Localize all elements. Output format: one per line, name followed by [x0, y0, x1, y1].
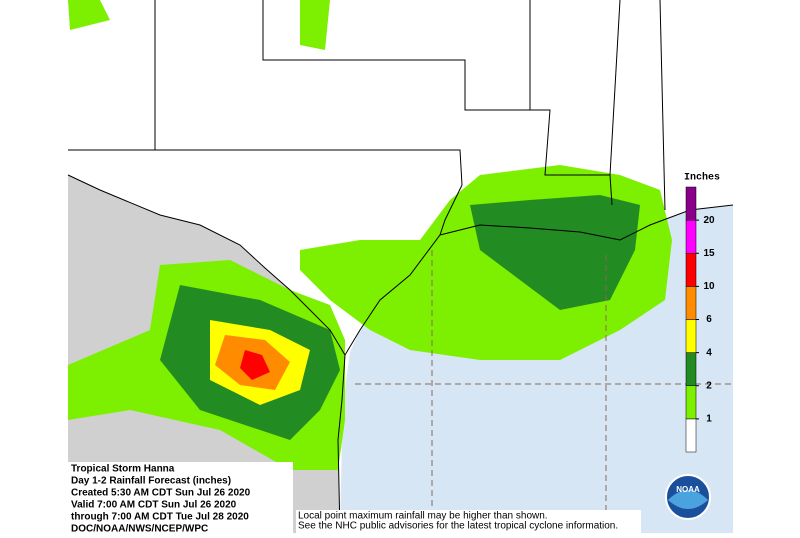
legend-label: 10 [703, 281, 715, 292]
legend-swatch [685, 286, 697, 320]
info-line: Valid 7:00 AM CDT Sun Jul 26 2020 [71, 500, 237, 511]
info-line: Tropical Storm Hanna [71, 464, 175, 475]
legend-swatch [685, 186, 697, 221]
disclaimer-background [296, 510, 641, 533]
legend-label: 20 [703, 215, 715, 226]
state-borders [67, 0, 666, 534]
legend-label: 1 [706, 414, 712, 425]
info-line: Day 1-2 Rainfall Forecast (inches) [71, 476, 231, 487]
logo: NOAA [665, 474, 711, 520]
info-line: Created 5:30 AM CDT Sun Jul 26 2020 [71, 488, 251, 499]
legend-swatch [685, 219, 697, 254]
legend-swatch [685, 319, 697, 353]
info-line: through 7:00 AM CDT Tue Jul 28 2020 [71, 512, 249, 523]
legend-label: 15 [703, 248, 715, 259]
rain-area [470, 195, 640, 310]
logo-text: NOAA [676, 485, 700, 494]
legend-label: 6 [706, 314, 712, 325]
legend-title: Inches [684, 172, 720, 184]
legend-swatch [685, 418, 697, 453]
info-background [68, 462, 293, 533]
map [67, 0, 734, 534]
disclaimer-line: Local point maximum rainfall may be high… [298, 511, 548, 522]
legend-swatch [685, 352, 697, 386]
legend-label: 2 [706, 380, 712, 391]
logo-wave [668, 490, 708, 509]
rain-area [240, 350, 270, 380]
legend-label: 4 [706, 347, 712, 358]
info-line: DOC/NOAA/NWS/NCEP/WPC [71, 524, 208, 533]
rain-area [68, 0, 330, 50]
legend: Inches 1 2 4 6 10 15 20 [684, 172, 720, 453]
coastline [344, 204, 734, 356]
disclaimer-line: See the NHC public advisories for the la… [298, 521, 618, 532]
legend-swatch [685, 385, 697, 420]
legend-swatch [685, 253, 697, 287]
